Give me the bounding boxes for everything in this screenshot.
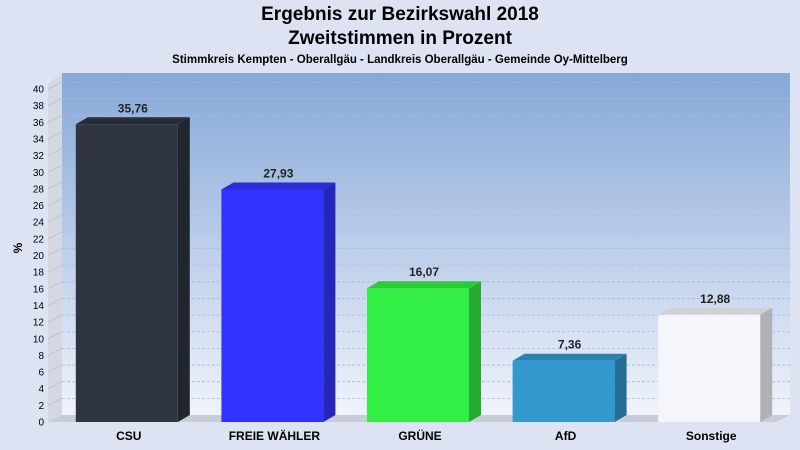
grid-line-side bbox=[47, 164, 63, 173]
bar-sonstige: 12,88 bbox=[658, 292, 773, 422]
grid-line-side bbox=[47, 98, 63, 107]
grid-line-side bbox=[47, 381, 63, 390]
bar-afd: 7,36 bbox=[512, 338, 627, 422]
grid-line-side bbox=[47, 298, 63, 306]
bar-top bbox=[221, 182, 336, 190]
y-tick-label: 28 bbox=[33, 184, 45, 195]
y-tick-label: 10 bbox=[33, 334, 45, 345]
grid-line-side bbox=[47, 131, 63, 140]
grid-line-side bbox=[47, 181, 63, 190]
x-category-label: AfD bbox=[555, 429, 577, 443]
bar-value-label: 16,07 bbox=[409, 265, 439, 279]
bar-value-label: 7,36 bbox=[558, 338, 582, 352]
y-tick-label: 24 bbox=[33, 218, 45, 229]
grid-line-side bbox=[47, 148, 63, 156]
bar-freie-wähler: 27,93 bbox=[221, 166, 336, 422]
y-tick-label: 18 bbox=[33, 268, 45, 279]
bar-top bbox=[367, 281, 481, 289]
bar-csu: 35,76 bbox=[75, 101, 190, 422]
grid-line-side bbox=[47, 231, 63, 240]
x-category-label: CSU bbox=[116, 429, 141, 443]
bar-value-label: 27,93 bbox=[263, 166, 293, 180]
chart-subtitle: Zweitstimmen in Prozent bbox=[288, 28, 512, 49]
y-tick-label: 26 bbox=[33, 201, 45, 212]
plot-side-wall bbox=[48, 73, 62, 422]
x-category-label: FREIE WÄHLER bbox=[229, 428, 321, 443]
bar-side bbox=[469, 281, 481, 422]
y-tick-label: 14 bbox=[33, 301, 45, 312]
y-tick-label: 0 bbox=[38, 418, 44, 429]
y-tick-label: 30 bbox=[33, 168, 45, 179]
grid-line-side bbox=[47, 331, 63, 340]
y-tick-label: 16 bbox=[33, 284, 45, 295]
bar-top bbox=[658, 307, 773, 315]
bar-side bbox=[760, 307, 773, 422]
x-category-label: GRÜNE bbox=[398, 428, 441, 443]
y-tick-label: 22 bbox=[33, 234, 45, 245]
y-tick-label: 32 bbox=[33, 151, 45, 162]
grid-line-side bbox=[47, 364, 63, 373]
grid-line-side bbox=[47, 348, 63, 356]
bar-front bbox=[658, 314, 761, 422]
y-tick-label: 36 bbox=[33, 118, 45, 129]
y-tick-label: 38 bbox=[33, 101, 45, 112]
bar-top bbox=[75, 117, 190, 125]
y-tick-label: 8 bbox=[38, 351, 44, 362]
x-category-label: Sonstige bbox=[686, 429, 737, 443]
grid-line-side bbox=[47, 281, 63, 290]
y-axis-label: % bbox=[11, 242, 25, 253]
grid-line-side bbox=[47, 314, 63, 323]
bar-value-label: 12,88 bbox=[700, 292, 730, 306]
bar-side bbox=[177, 117, 190, 422]
y-tick-label: 20 bbox=[33, 251, 45, 262]
bar-top bbox=[512, 353, 627, 361]
bar-front bbox=[75, 124, 178, 422]
bar-front bbox=[221, 189, 324, 422]
bar-side bbox=[614, 353, 627, 422]
grid-line-side bbox=[47, 214, 63, 223]
grid-line-side bbox=[47, 264, 63, 273]
y-tick-label: 12 bbox=[33, 318, 45, 329]
y-tick-label: 6 bbox=[38, 368, 44, 379]
bar-front bbox=[367, 288, 469, 422]
y-tick-label: 40 bbox=[33, 85, 45, 96]
bar-value-label: 35,76 bbox=[118, 101, 148, 115]
bar-front bbox=[512, 360, 615, 422]
y-tick-label: 2 bbox=[38, 401, 44, 412]
bar-grüne: 16,07 bbox=[367, 265, 481, 422]
bar-side bbox=[323, 182, 336, 422]
grid-line-side bbox=[47, 397, 63, 406]
grid-line-side bbox=[47, 248, 63, 256]
chart-caption: Stimmkreis Kempten - Oberallgäu - Landkr… bbox=[172, 54, 628, 66]
grid-line-side bbox=[47, 81, 63, 90]
chart-title: Ergebnis zur Bezirkswahl 2018 bbox=[261, 4, 539, 25]
grid-line-side bbox=[47, 198, 63, 206]
y-tick-label: 34 bbox=[33, 134, 45, 145]
grid-line-side bbox=[47, 114, 63, 123]
y-tick-label: 4 bbox=[38, 384, 44, 395]
